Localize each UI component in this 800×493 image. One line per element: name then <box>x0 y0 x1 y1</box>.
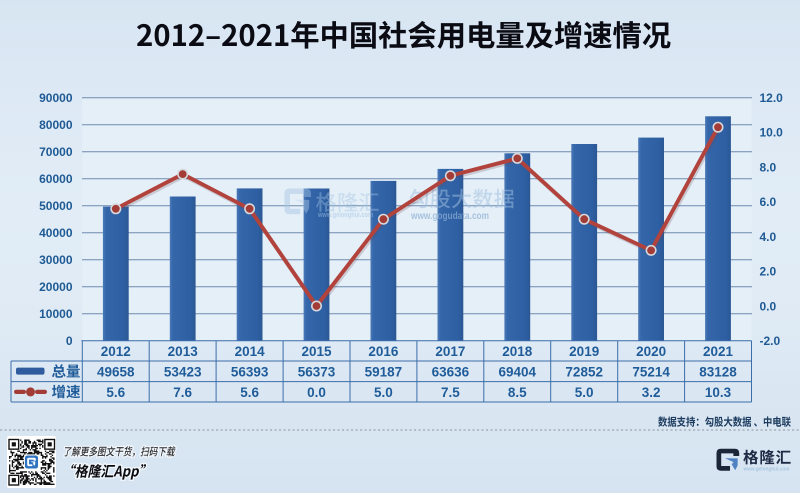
svg-text:7.5: 7.5 <box>441 385 460 400</box>
svg-text:2017: 2017 <box>435 344 465 359</box>
svg-text:8.5: 8.5 <box>508 385 527 400</box>
svg-text:2012: 2012 <box>101 344 131 359</box>
svg-text:56393: 56393 <box>231 364 269 379</box>
svg-text:20000: 20000 <box>39 280 73 294</box>
svg-text:4.0: 4.0 <box>760 230 777 244</box>
svg-text:5.0: 5.0 <box>575 385 594 400</box>
svg-text:63636: 63636 <box>432 364 470 379</box>
svg-text:2021: 2021 <box>703 344 734 359</box>
svg-text:2016: 2016 <box>368 344 399 359</box>
svg-text:40000: 40000 <box>39 226 73 240</box>
svg-text:0.0: 0.0 <box>307 385 326 400</box>
svg-text:6.0: 6.0 <box>760 195 777 209</box>
svg-text:49658: 49658 <box>97 364 135 379</box>
svg-text:10000: 10000 <box>39 307 73 321</box>
svg-text:www.gelonghui.com: www.gelonghui.com <box>317 212 373 219</box>
svg-text:10.0: 10.0 <box>760 126 784 140</box>
svg-text:83128: 83128 <box>699 364 737 379</box>
svg-text:80000: 80000 <box>39 118 73 132</box>
svg-text:3.2: 3.2 <box>642 385 661 400</box>
svg-text:5.0: 5.0 <box>374 385 393 400</box>
svg-text:60000: 60000 <box>39 172 73 186</box>
svg-text:56373: 56373 <box>298 364 336 379</box>
svg-text:69404: 69404 <box>499 364 537 379</box>
svg-text:2.0: 2.0 <box>760 265 777 279</box>
svg-text:-2.0: -2.0 <box>760 334 781 348</box>
svg-text:7.6: 7.6 <box>173 385 192 400</box>
svg-text:www.gelonghui.com: www.gelonghui.com <box>743 467 790 473</box>
svg-text:8.0: 8.0 <box>760 160 777 174</box>
svg-text:2019: 2019 <box>569 344 599 359</box>
svg-text:12.0: 12.0 <box>760 91 784 105</box>
svg-text:72852: 72852 <box>565 364 603 379</box>
svg-text:5.6: 5.6 <box>240 385 259 400</box>
svg-text:0.0: 0.0 <box>760 299 777 313</box>
svg-text:10.3: 10.3 <box>705 385 732 400</box>
svg-text:2015: 2015 <box>301 344 332 359</box>
svg-text:2013: 2013 <box>168 344 199 359</box>
svg-text:www.gogudata.com: www.gogudata.com <box>410 211 489 222</box>
svg-text:2018: 2018 <box>502 344 533 359</box>
svg-text:75214: 75214 <box>632 364 670 379</box>
svg-text:59187: 59187 <box>365 364 403 379</box>
svg-text:2020: 2020 <box>636 344 666 359</box>
svg-text:2014: 2014 <box>235 344 266 359</box>
svg-text:5.6: 5.6 <box>106 385 125 400</box>
svg-text:30000: 30000 <box>39 253 73 267</box>
svg-text:70000: 70000 <box>39 145 73 159</box>
svg-text:53423: 53423 <box>164 364 202 379</box>
svg-text:50000: 50000 <box>39 199 73 213</box>
svg-text:90000: 90000 <box>39 91 73 105</box>
svg-text:0: 0 <box>66 334 73 348</box>
